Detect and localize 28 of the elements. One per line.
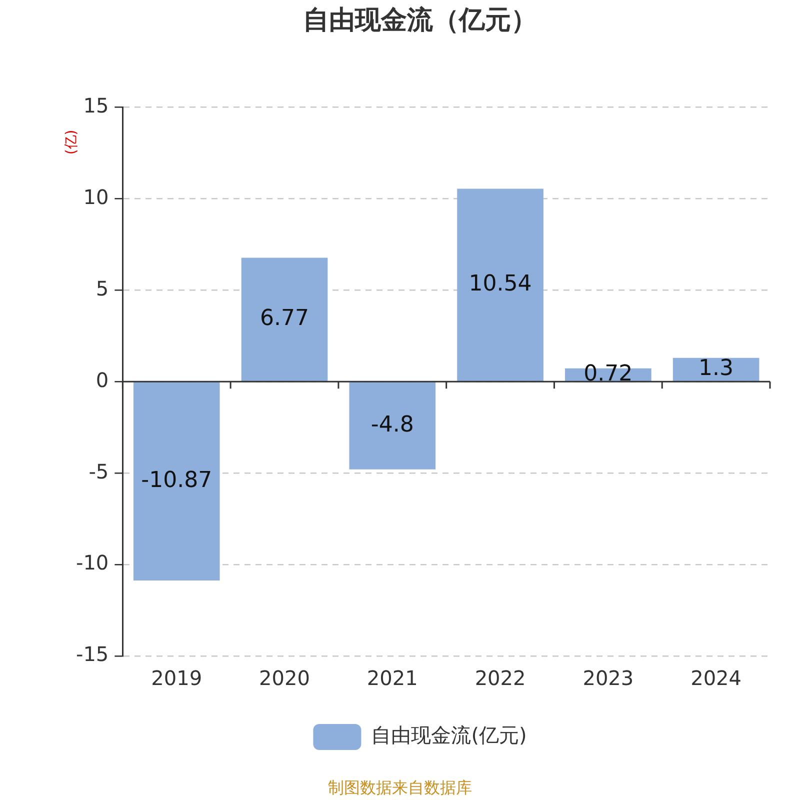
- legend-label: 自由现金流(亿元): [371, 723, 527, 748]
- x-tick-label: 2022: [474, 666, 526, 690]
- y-tick-label: -5: [88, 459, 109, 484]
- data-label: 6.77: [260, 306, 309, 332]
- x-tick-label: 2024: [690, 666, 742, 690]
- y-tick-label: 0: [96, 368, 109, 392]
- chart-title: 自由现金流（亿元）: [303, 5, 537, 36]
- x-tick-label: 2023: [582, 666, 634, 690]
- y-tick-label: -15: [76, 642, 109, 666]
- data-label: -10.87: [141, 468, 212, 494]
- data-label: 1.3: [698, 356, 734, 382]
- data-label: 0.72: [584, 361, 633, 386]
- text: 制图数据来自数据库: [328, 778, 472, 798]
- y-tick-label: 15: [83, 93, 109, 118]
- y-tick-label: 5: [96, 276, 109, 300]
- data-label: -4.8: [370, 412, 414, 438]
- y-axis-title: (亿): [64, 130, 80, 155]
- bar: [133, 382, 220, 580]
- bar: [457, 188, 544, 381]
- x-tick-label: 2021: [366, 666, 418, 690]
- y-tick-label: 10: [83, 184, 109, 209]
- x-tick-label: 2020: [259, 666, 310, 690]
- bar: [349, 382, 436, 470]
- bar: [241, 258, 328, 381]
- y-tick-label: -10: [76, 550, 109, 575]
- data-label: 10.54: [468, 272, 532, 297]
- bar: [672, 358, 760, 381]
- x-tick-label: 2019: [151, 666, 202, 690]
